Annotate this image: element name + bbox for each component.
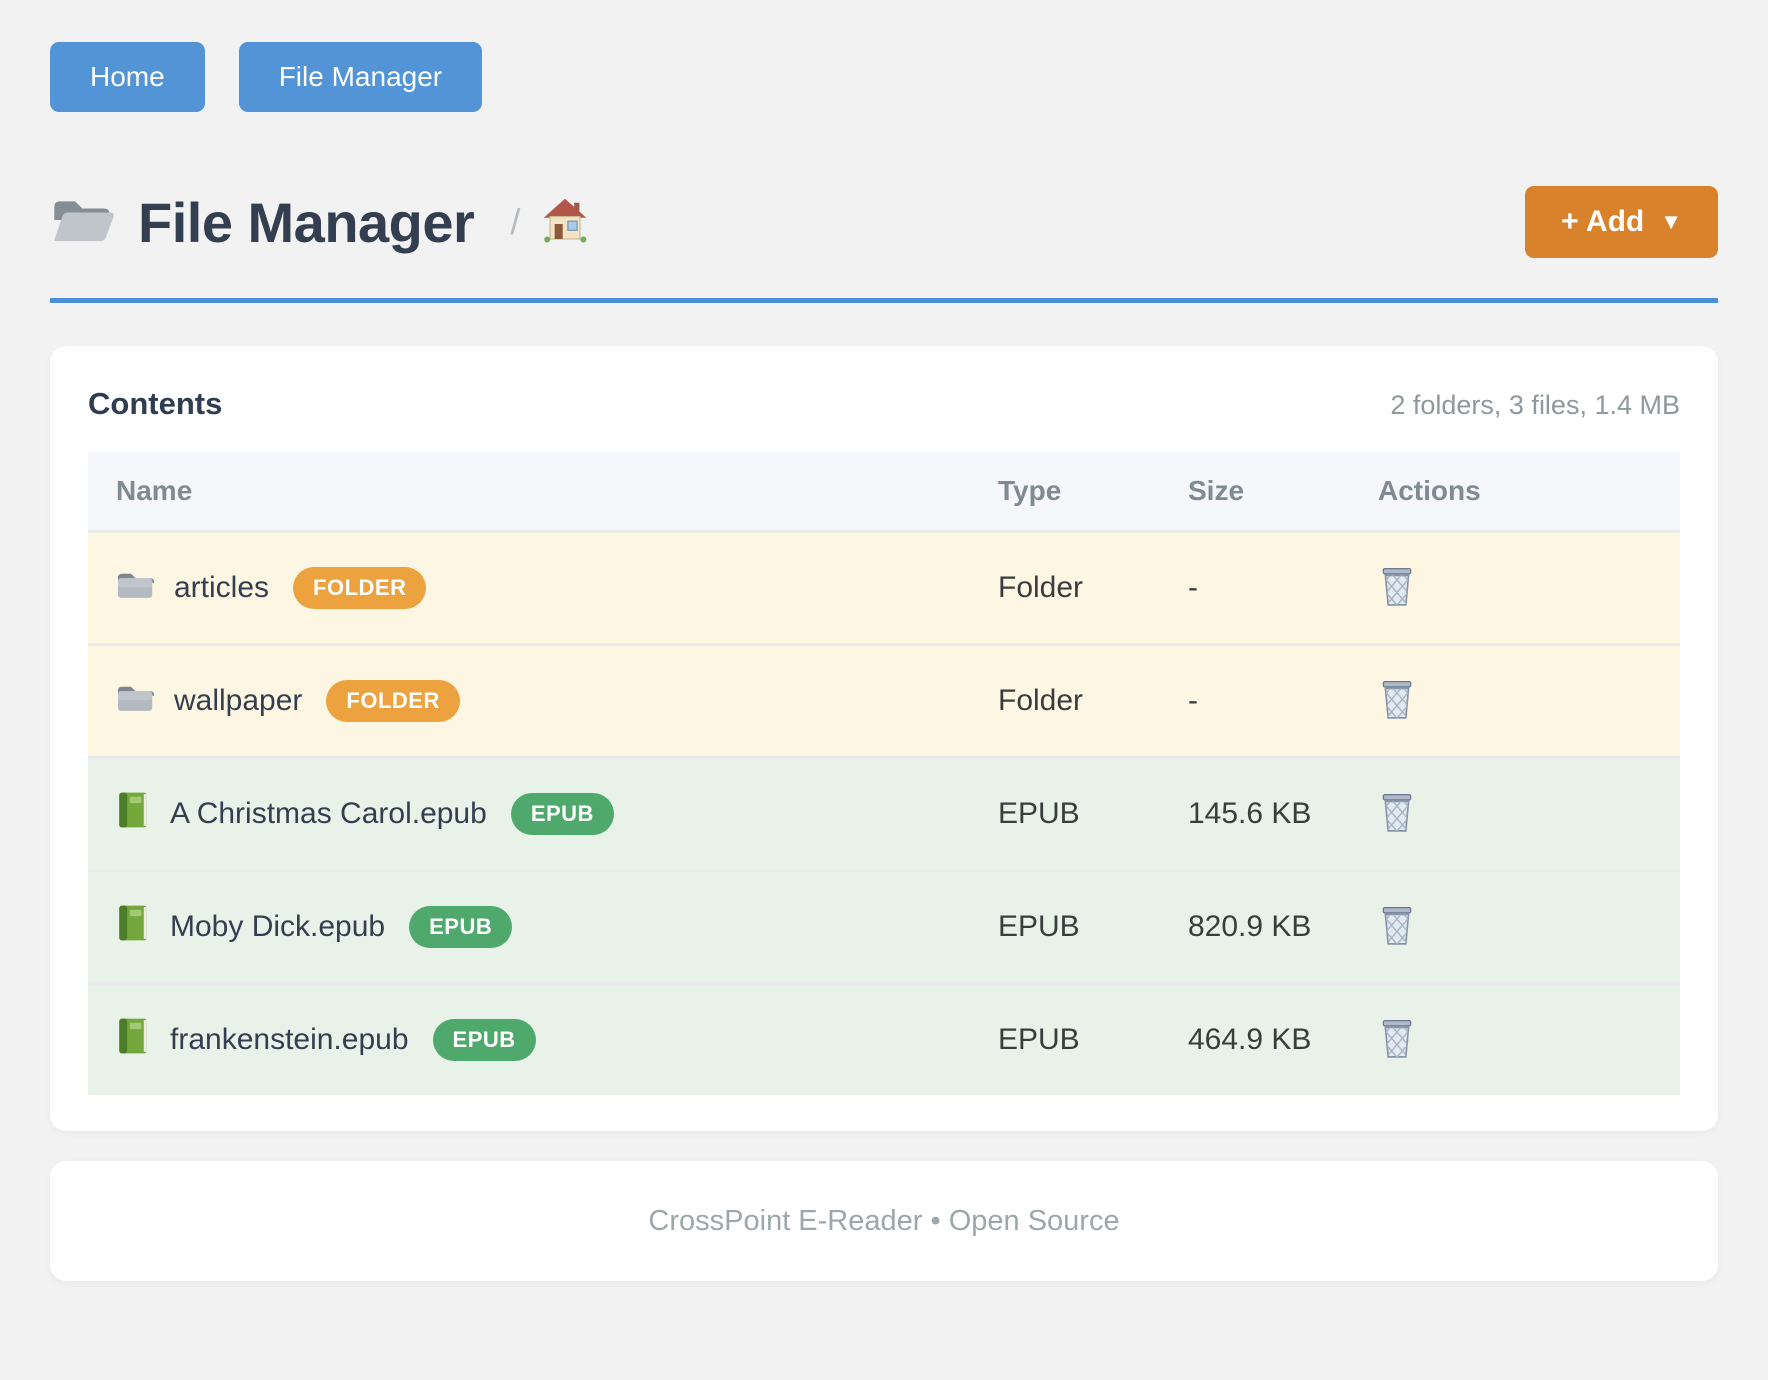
item-name[interactable]: wallpaper	[174, 684, 303, 717]
table-row: frankenstein.epub EPUB EPUB 464.9 KB	[88, 982, 1680, 1095]
delete-button[interactable]	[1378, 566, 1416, 611]
delete-button[interactable]	[1378, 1018, 1416, 1063]
epub-badge: EPUB	[510, 793, 614, 835]
trash-icon	[1378, 1018, 1416, 1063]
item-type: Folder	[998, 684, 1084, 717]
item-type: EPUB	[998, 797, 1080, 830]
item-name[interactable]: Moby Dick.epub	[170, 910, 386, 943]
folder-badge: FOLDER	[293, 567, 427, 609]
chevron-down-icon: ▼	[1660, 209, 1682, 234]
header-divider	[50, 298, 1718, 303]
table-row: A Christmas Carol.epub EPUB EPUB 145.6 K…	[88, 756, 1680, 869]
trash-icon	[1378, 905, 1416, 950]
item-size: 145.6 KB	[1188, 797, 1312, 830]
column-header-actions: Actions	[1378, 475, 1481, 506]
top-nav: Home File Manager	[50, 42, 1718, 112]
table-row: wallpaper FOLDER Folder -	[88, 643, 1680, 756]
open-folder-icon	[50, 192, 116, 253]
item-size: -	[1188, 684, 1198, 717]
item-name[interactable]: A Christmas Carol.epub	[170, 797, 487, 830]
item-type: EPUB	[998, 910, 1080, 943]
table-row: articles FOLDER Folder -	[88, 530, 1680, 643]
item-type: EPUB	[998, 1023, 1080, 1056]
trash-icon	[1378, 792, 1416, 837]
contents-title: Contents	[88, 386, 223, 421]
folder-icon	[116, 681, 154, 722]
green-book-icon	[116, 904, 150, 950]
file-table: Name Type Size Actions articles FOLDER F…	[88, 452, 1680, 1095]
green-book-icon	[116, 791, 150, 837]
page-header: File Manager / + Add ▼	[50, 186, 1718, 258]
column-header-name: Name	[116, 475, 193, 506]
delete-button[interactable]	[1378, 679, 1416, 724]
title-group: File Manager /	[50, 190, 588, 255]
item-name[interactable]: frankenstein.epub	[170, 1023, 409, 1056]
contents-summary: 2 folders, 3 files, 1.4 MB	[1390, 390, 1680, 420]
epub-badge: EPUB	[432, 1019, 536, 1061]
house-icon[interactable]	[542, 197, 588, 248]
table-row: Moby Dick.epub EPUB EPUB 820.9 KB	[88, 869, 1680, 982]
green-book-icon	[116, 1017, 150, 1063]
add-button-label: + Add	[1561, 205, 1645, 238]
column-header-type: Type	[998, 475, 1062, 506]
item-size: -	[1188, 571, 1198, 604]
item-size: 464.9 KB	[1188, 1023, 1312, 1056]
folder-icon	[116, 568, 154, 609]
epub-badge: EPUB	[409, 906, 513, 948]
trash-icon	[1378, 679, 1416, 724]
breadcrumb-separator: /	[510, 201, 521, 242]
item-type: Folder	[998, 571, 1084, 604]
table-header: Name Type Size Actions	[88, 452, 1680, 530]
add-button[interactable]: + Add ▼	[1525, 186, 1718, 258]
home-button[interactable]: Home	[50, 42, 205, 112]
delete-button[interactable]	[1378, 905, 1416, 950]
folder-badge: FOLDER	[326, 680, 460, 722]
contents-header: Contents 2 folders, 3 files, 1.4 MB	[88, 386, 1680, 422]
trash-icon	[1378, 566, 1416, 611]
page-title: File Manager	[138, 190, 475, 254]
footer-text: CrossPoint E-Reader • Open Source	[648, 1204, 1120, 1237]
file-manager-button[interactable]: File Manager	[238, 42, 483, 112]
item-name[interactable]: articles	[174, 571, 270, 604]
footer: CrossPoint E-Reader • Open Source	[50, 1161, 1718, 1281]
column-header-size: Size	[1188, 475, 1245, 506]
contents-card: Contents 2 folders, 3 files, 1.4 MB Name…	[50, 346, 1718, 1131]
item-size: 820.9 KB	[1188, 910, 1312, 943]
delete-button[interactable]	[1378, 792, 1416, 837]
